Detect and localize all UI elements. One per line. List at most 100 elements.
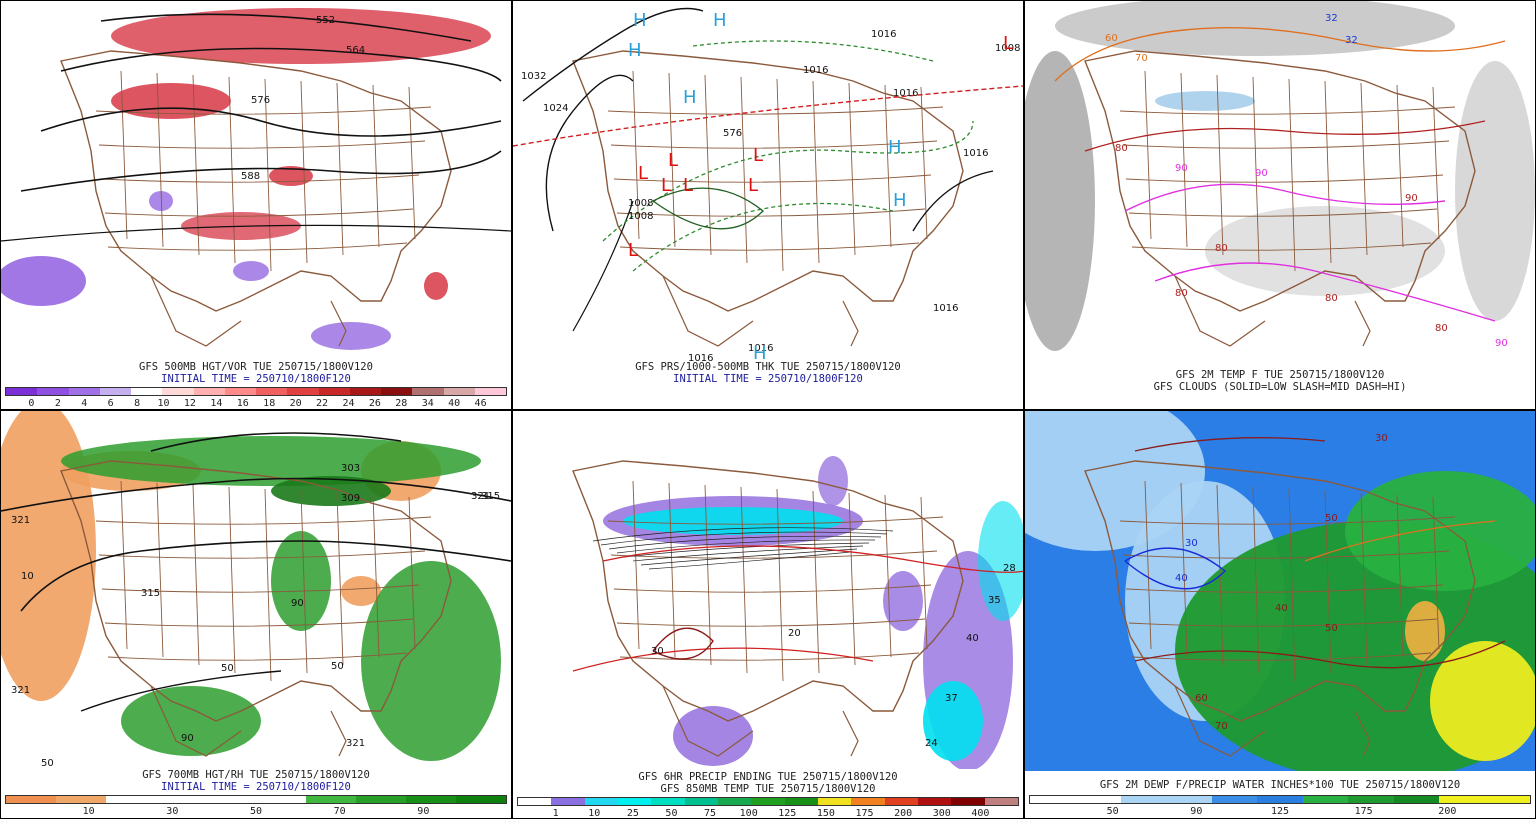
- colorbar-swatch: [917, 798, 952, 805]
- contour-line: [600, 531, 888, 546]
- cool-temp: [1155, 91, 1255, 111]
- colorbar-swatch: [751, 798, 785, 805]
- low-cloud: [1025, 51, 1095, 351]
- contour-label: 1008: [995, 43, 1020, 54]
- coastline: [572, 50, 964, 312]
- contour-label: 50: [1325, 623, 1338, 634]
- contour-label: 30: [651, 646, 664, 657]
- vorticity-colorbar: [5, 387, 507, 396]
- colorbar-label: 40: [448, 398, 461, 409]
- panel-3-title: GFS 2M TEMP F TUE 250715/1800V120: [1175, 369, 1385, 381]
- state-line: [613, 584, 932, 593]
- colorbar-label: 10: [588, 808, 601, 819]
- pwat-colorbar-labels: 50 90 125 175 200: [1029, 806, 1531, 818]
- colorbar-swatch: [784, 798, 818, 805]
- state-line: [610, 140, 938, 149]
- precip-colorbar: [517, 797, 1019, 806]
- florida-coast: [330, 710, 347, 757]
- state-line: [336, 492, 344, 666]
- colorbar-label: 25: [626, 808, 639, 819]
- panel-pressure-thickness: 1032 1024 1016 1016 1016 1008 1008 1016 1016 1016…: [512, 0, 1024, 410]
- light-precip: [818, 456, 848, 506]
- colorbar-swatch: [817, 798, 852, 805]
- state-line: [192, 484, 200, 666]
- contour-label: 1008: [628, 198, 653, 209]
- state-line: [264, 488, 272, 682]
- state-line: [372, 494, 380, 658]
- colorbar-swatch: [1439, 796, 1485, 803]
- contour-label: 50: [41, 758, 54, 769]
- contour-line: [1, 477, 511, 512]
- contour-line: [616, 539, 876, 554]
- colorbar-swatch: [1348, 796, 1394, 803]
- colorbar-label: 16: [236, 398, 249, 409]
- colorbar-label: 400: [971, 808, 990, 819]
- state-line: [156, 482, 164, 658]
- panel-2-init-time: INITIAL TIME = 250710/1800F120: [673, 373, 863, 385]
- state-line: [107, 652, 408, 661]
- state-line: [95, 106, 432, 115]
- contour-label: 80: [1215, 243, 1228, 254]
- panel-3-cloud-legend: GFS CLOUDS (SOLID=LOW SLASH=MID DASH=HI): [1153, 381, 1407, 393]
- contour-label: 1016: [893, 88, 918, 99]
- contour-line: [1124, 183, 1446, 212]
- state-line: [704, 484, 712, 666]
- contour-line: [40, 107, 502, 137]
- colorbar-swatch: [584, 798, 618, 805]
- contour-label: 50: [221, 663, 234, 674]
- contour-line: [692, 40, 934, 62]
- contour-label: 80: [1325, 293, 1338, 304]
- contour-line: [652, 627, 714, 660]
- moderate-precip: [978, 501, 1023, 621]
- contour-line: [572, 647, 874, 672]
- state-line: [228, 486, 236, 674]
- colorbar-swatch: [162, 388, 194, 395]
- colorbar-label: 70: [333, 806, 346, 817]
- state-line: [812, 80, 820, 264]
- colorbar-label: 1: [552, 808, 559, 819]
- state-line: [812, 490, 820, 674]
- state-line: [1396, 494, 1404, 658]
- colorbar-swatch: [193, 388, 225, 395]
- state-line: [300, 490, 308, 674]
- contour-line: [20, 150, 502, 192]
- vorticity-max: [424, 272, 448, 300]
- panel-1-title: GFS 500MB HGT/VOR TUE 250715/1800V120: [139, 361, 373, 373]
- state-line: [607, 106, 944, 115]
- coastline: [1084, 50, 1476, 312]
- coastline: [60, 50, 452, 312]
- state-line: [619, 242, 920, 251]
- state-line: [156, 72, 164, 248]
- low-pressure-marker: L: [753, 145, 763, 166]
- mexico-coast: [1174, 685, 1266, 757]
- contour-label: 309: [341, 493, 360, 504]
- contour-label: 32: [1325, 13, 1338, 24]
- low-pressure-marker: L: [668, 150, 678, 171]
- colorbar-label: 125: [778, 808, 797, 819]
- state-line: [104, 618, 414, 627]
- vorticity-min: [233, 261, 269, 281]
- state-line: [1131, 652, 1432, 661]
- contour-label: 90: [181, 733, 194, 744]
- contour-label: 40: [1175, 573, 1188, 584]
- colorbar-swatch: [256, 796, 306, 803]
- state-line: [120, 70, 128, 240]
- colorbar-label: 2: [54, 398, 61, 409]
- state-line: [884, 494, 892, 658]
- precip-colorbar-labels: 1 10 25 50 75 100 125 150 175 200 300 400: [517, 808, 1019, 819]
- panel-1-init-time: INITIAL TIME = 250710/1800F120: [161, 373, 351, 385]
- high-pressure-marker: H: [683, 87, 697, 108]
- colorbar-swatch: [443, 388, 475, 395]
- precip-map: 28 35 40 37 24 20 30: [572, 456, 1023, 769]
- panel-4-init-time: INITIAL TIME = 250710/1800F120: [161, 781, 351, 793]
- contour-label: 576: [251, 95, 270, 106]
- mexico-coast: [150, 685, 242, 757]
- colorbar-swatch: [156, 796, 206, 803]
- contour-label: 1032: [521, 71, 546, 82]
- state-line: [120, 480, 128, 650]
- state-line: [848, 82, 856, 256]
- high-pressure-marker: H: [628, 40, 642, 61]
- contour-label: 303: [341, 463, 360, 474]
- colorbar-swatch: [884, 798, 918, 805]
- state-line: [98, 140, 426, 149]
